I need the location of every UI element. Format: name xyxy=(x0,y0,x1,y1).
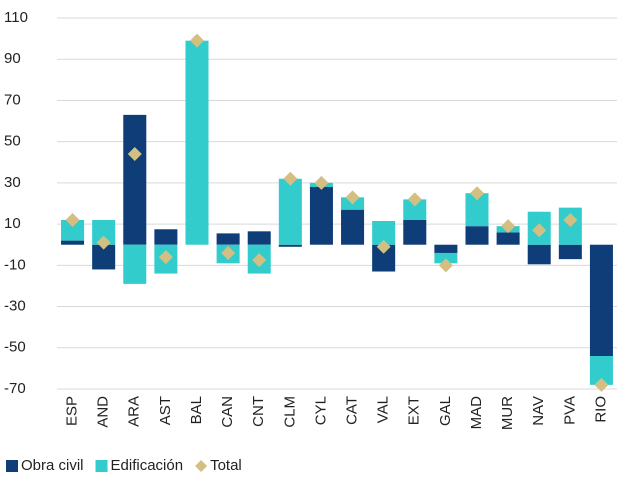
total-marker xyxy=(376,239,391,254)
bar-segment xyxy=(372,221,396,245)
y-tick-label: -50 xyxy=(4,339,26,356)
total-marker xyxy=(501,219,516,234)
total-marker xyxy=(65,212,80,227)
legend-marker xyxy=(195,460,208,472)
y-tick-label: 50 xyxy=(4,133,21,150)
bar-segment xyxy=(216,233,240,245)
total-marker xyxy=(594,377,609,392)
bar-segment xyxy=(434,244,458,253)
legend-label: Edificación xyxy=(111,457,184,474)
total-marker xyxy=(127,147,142,162)
y-tick-label: 30 xyxy=(4,174,21,191)
total-marker xyxy=(96,235,111,250)
y-tick-label: 70 xyxy=(4,91,21,108)
x-tick-label: CNT xyxy=(250,396,267,427)
x-tick-label: RIO xyxy=(592,396,609,423)
total-marker xyxy=(407,192,422,207)
bar-segment xyxy=(527,244,551,265)
x-tick-label: CAN xyxy=(219,396,236,428)
x-tick-label: BAL xyxy=(188,396,205,424)
total-marker xyxy=(221,245,236,260)
y-tick-label: 90 xyxy=(4,50,21,67)
total-marker xyxy=(438,258,453,273)
bar-segment xyxy=(403,219,427,245)
bar-segment xyxy=(247,231,271,245)
legend-swatch xyxy=(6,460,18,472)
x-tick-label: NAV xyxy=(530,396,547,426)
x-tick-label: EXT xyxy=(406,396,423,425)
x-tick-label: CAT xyxy=(344,396,361,425)
bar-segment xyxy=(465,193,489,227)
bar-segment xyxy=(403,199,427,220)
legend-label: Obra civil xyxy=(21,457,84,474)
bar-segment xyxy=(496,232,520,245)
bar-segment xyxy=(465,226,489,245)
y-tick-label: -70 xyxy=(4,380,26,397)
x-tick-label: AST xyxy=(157,396,174,425)
x-tick-label: GAL xyxy=(437,396,454,426)
bar-segment xyxy=(154,229,178,245)
bar-segment xyxy=(92,244,116,270)
x-tick-label: PVA xyxy=(561,396,578,425)
x-tick-label: MAD xyxy=(468,396,485,430)
bar-segment xyxy=(61,240,85,245)
x-tick-label: CYL xyxy=(312,396,329,425)
bar-segment xyxy=(589,356,613,385)
total-marker xyxy=(314,175,329,190)
total-marker xyxy=(190,33,204,48)
x-tick-label: ESP xyxy=(64,396,81,426)
y-tick-label: 110 xyxy=(4,9,28,26)
bar-segment xyxy=(309,187,333,245)
bar-segment xyxy=(61,219,85,241)
x-tick-label: MUR xyxy=(499,396,516,430)
total-marker xyxy=(345,190,360,205)
bar-segment xyxy=(185,40,209,245)
legend-swatch xyxy=(95,460,108,472)
total-marker xyxy=(563,212,578,227)
bar-segment xyxy=(278,244,302,247)
x-tick-label: ARA xyxy=(126,396,143,427)
total-marker xyxy=(158,250,173,265)
y-tick-label: -30 xyxy=(4,298,26,315)
bar-segment xyxy=(123,244,147,284)
total-marker xyxy=(532,223,547,238)
x-tick-label: VAL xyxy=(375,396,392,423)
total-marker xyxy=(283,171,298,186)
bar-segment xyxy=(558,244,582,260)
bar-segment xyxy=(589,244,613,357)
x-tick-label: AND xyxy=(95,396,112,428)
total-marker xyxy=(252,253,267,268)
bar-segment xyxy=(341,209,365,245)
y-tick-label: 10 xyxy=(4,215,21,232)
bar-segment xyxy=(434,252,458,264)
y-tick-label: -10 xyxy=(4,256,26,273)
legend-label: Total xyxy=(210,457,242,474)
x-tick-label: CLM xyxy=(281,396,298,428)
bar-segment xyxy=(123,114,147,245)
total-marker xyxy=(470,186,484,201)
bar-segment xyxy=(372,244,396,272)
bar-segment xyxy=(92,219,116,245)
bar-segment xyxy=(278,178,302,245)
